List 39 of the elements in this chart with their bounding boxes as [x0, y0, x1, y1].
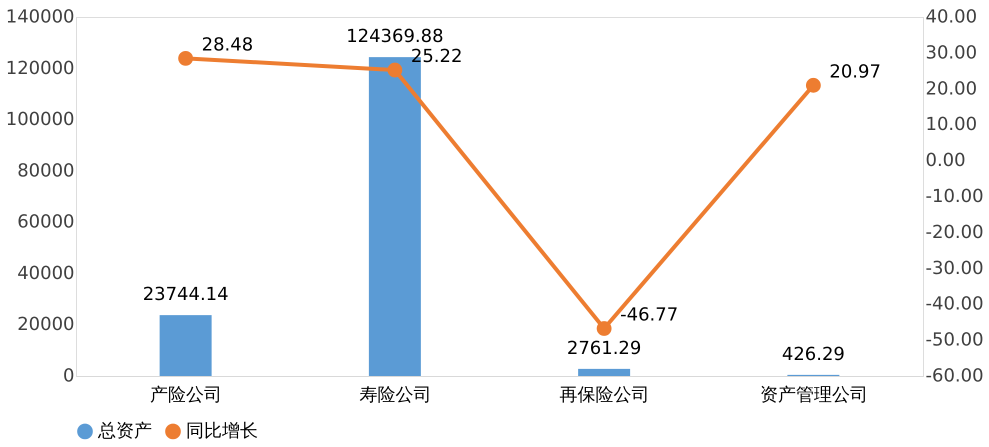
y2-tick-label: 20.00 [926, 78, 978, 100]
data-label: 25.22 [410, 46, 462, 68]
x-tick-label: 寿险公司 [359, 384, 432, 406]
y2-tick-label: -40.00 [926, 294, 984, 315]
y2-tick-label: -10.00 [926, 186, 984, 207]
y-tick-label: 40000 [17, 262, 74, 284]
point [806, 78, 821, 93]
data-label: -46.77 [620, 304, 678, 326]
legend-label: 同比增长 [186, 420, 258, 442]
data-label: 20.97 [829, 61, 881, 82]
y-tick-label: 20000 [17, 314, 74, 336]
point [178, 50, 194, 66]
x-tick-label: 产险公司 [150, 384, 222, 406]
x-tick-label: 资产管理公司 [760, 384, 868, 406]
data-label: 124369.88 [346, 26, 444, 48]
point [596, 321, 612, 336]
legend-label: 总资产 [97, 420, 152, 442]
y2-tick-label: -20.00 [926, 222, 984, 243]
y-tick-label: 100000 [6, 109, 74, 130]
y2-tick-label: 30.00 [926, 42, 978, 64]
data-label: 23744.14 [142, 284, 229, 306]
bar [160, 315, 212, 376]
y-tick-label: 0 [63, 366, 74, 386]
data-label: 28.48 [202, 34, 254, 56]
x-tick-label: 再保险公司 [560, 384, 650, 406]
data-label: 2761.29 [566, 338, 642, 359]
data-label: 426.29 [782, 344, 845, 365]
y-tick-label: 60000 [17, 212, 74, 233]
point [387, 62, 402, 78]
y2-tick-label: 10.00 [926, 114, 978, 136]
y2-tick-label: -30.00 [926, 258, 984, 279]
y-tick-label: 80000 [17, 160, 74, 182]
bar [578, 368, 630, 376]
y2-tick-label: -50.00 [926, 330, 984, 351]
y2-tick-label: 40.00 [926, 6, 978, 28]
y-tick-label: 120000 [6, 58, 74, 79]
y2-tick-label: 0.00 [926, 150, 966, 172]
y-tick-label: 140000 [6, 6, 74, 28]
y2-tick-label: -60.00 [926, 366, 984, 386]
